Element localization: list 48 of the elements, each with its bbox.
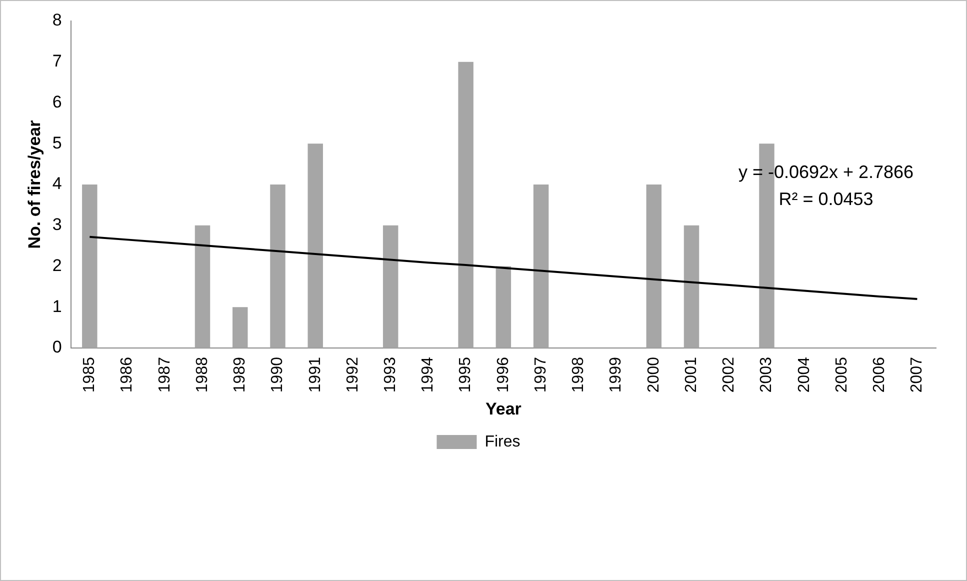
- x-tick-label: 1996: [494, 356, 512, 393]
- y-tick-label: 6: [52, 92, 62, 112]
- y-tick-label: 4: [52, 174, 62, 194]
- x-tick-label: 2002: [720, 356, 738, 393]
- x-tick-label: 2004: [796, 356, 813, 393]
- legend-label: Fires: [484, 433, 520, 450]
- x-tick-label: 1995: [457, 356, 474, 393]
- x-tick-label: 1998: [570, 356, 588, 393]
- x-tick-label: 1992: [344, 356, 362, 393]
- y-tick-label: 8: [52, 10, 62, 30]
- y-tick-label: 2: [52, 256, 62, 275]
- y-tick-label: 7: [52, 52, 62, 71]
- y-tick-label: 3: [52, 215, 62, 234]
- bar: [308, 144, 323, 348]
- annotation: R² = 0.0453: [778, 188, 874, 209]
- bar: [684, 225, 700, 348]
- bar: [270, 184, 286, 348]
- x-tick-label: 2001: [682, 356, 700, 393]
- bar: [194, 225, 210, 348]
- bar: [82, 184, 98, 348]
- x-tick-label: 1986: [118, 356, 136, 393]
- x-tick-label: 2005: [833, 356, 850, 393]
- y-tick-label: 5: [52, 133, 62, 152]
- x-tick-label: 2000: [645, 356, 662, 393]
- x-tick-label: 1988: [194, 356, 211, 393]
- x-tick-label: 1987: [156, 356, 174, 393]
- annotation: y = -0.0692x + 2.7866: [738, 162, 914, 182]
- x-tick-label: 1993: [382, 356, 399, 393]
- x-tick-label: 2007: [908, 356, 926, 393]
- bar: [382, 225, 398, 348]
- bar: [646, 184, 662, 348]
- x-tick-label: 1999: [608, 356, 625, 393]
- x-tick-label: 1990: [269, 356, 286, 393]
- bar: [533, 184, 549, 348]
- x-tick-label: 1997: [532, 356, 550, 393]
- x-tick-label: 1989: [232, 356, 249, 393]
- x-tick-label: 1994: [420, 356, 437, 393]
- bar: [458, 62, 474, 348]
- x-tick-label: 2003: [758, 356, 776, 393]
- y-tick-label: 1: [52, 296, 62, 316]
- y-tick-label: 0: [52, 338, 62, 357]
- bar: [232, 307, 248, 348]
- x-tick-label: 1991: [306, 356, 324, 393]
- x-tick-label: 2006: [870, 356, 888, 393]
- bar: [496, 266, 512, 348]
- x-tick-label: 1985: [81, 356, 98, 393]
- x-axis-title: Year: [485, 399, 522, 418]
- y-axis-title: No. of fires/year: [24, 120, 44, 249]
